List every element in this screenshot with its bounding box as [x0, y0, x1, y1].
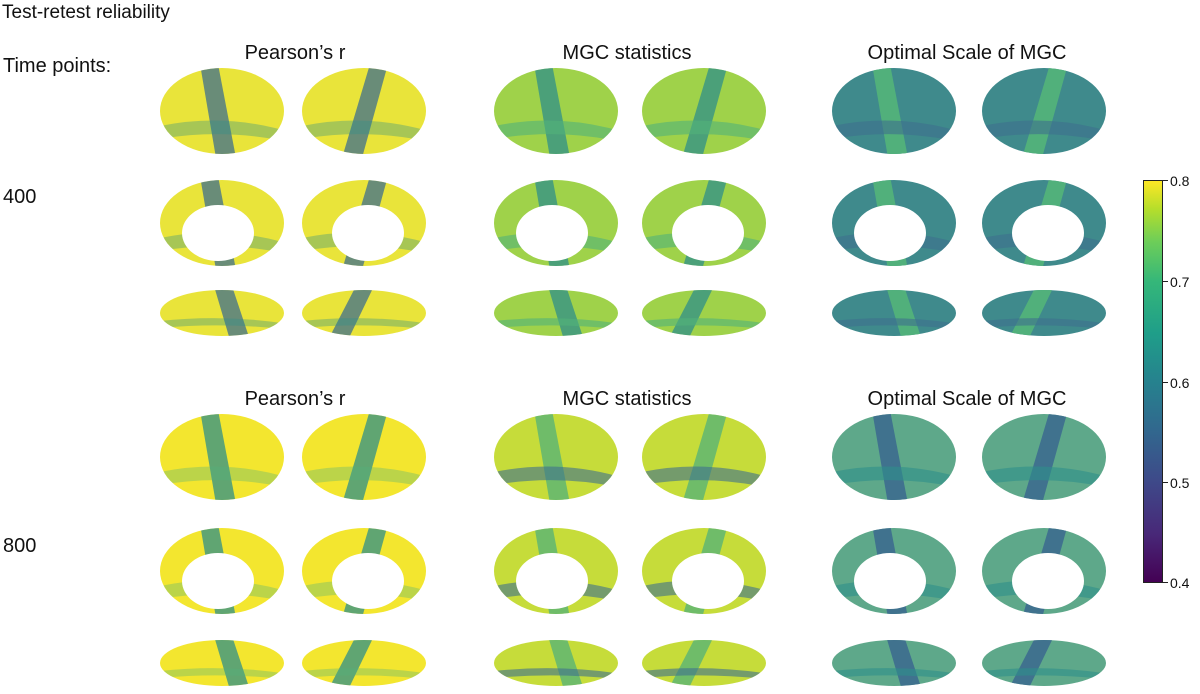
brain-ventral-right-pearson-row1 — [302, 290, 426, 336]
brain-ventral-right-pearson-row2 — [302, 640, 426, 686]
colorbar-label: 0.6 — [1170, 375, 1190, 391]
brain-medial-right-pearson-row1 — [302, 180, 426, 266]
brain-medial-left-pearson-row1 — [160, 180, 284, 266]
brain-surface-grid — [160, 68, 1106, 686]
colorbar-label: 0.7 — [1170, 274, 1190, 290]
column-title-mgc-800: MGC statistics — [562, 388, 692, 410]
column-title-pearson-800: Pearson’s r — [244, 388, 346, 410]
brain-ventral-left-optimal-row2 — [832, 640, 956, 686]
brain-medial-right-mgc-row2 — [642, 528, 766, 614]
row-label-800: 800 — [3, 535, 37, 557]
brain-medial-right-optimal-row1 — [982, 180, 1106, 266]
brain-lateral-right-optimal-row2 — [982, 414, 1106, 500]
brain-ventral-left-mgc-row2 — [494, 640, 618, 686]
brain-lateral-left-pearson-row2 — [160, 414, 284, 500]
brain-ventral-left-pearson-row1 — [160, 290, 284, 336]
figure-title: Test-retest reliability — [2, 2, 170, 23]
brain-lateral-right-pearson-row2 — [302, 414, 426, 500]
brain-lateral-left-optimal-row2 — [832, 414, 956, 500]
brain-lateral-left-mgc-row2 — [494, 414, 618, 500]
brain-medial-right-pearson-row2 — [302, 528, 426, 614]
colorbar-label: 0.4 — [1170, 575, 1190, 591]
colorbar-label: 0.8 — [1170, 173, 1190, 189]
brain-ventral-left-mgc-row1 — [494, 290, 618, 336]
brain-lateral-left-mgc-row1 — [494, 68, 618, 154]
colorbar — [1143, 180, 1163, 583]
brain-lateral-left-optimal-row1 — [832, 68, 956, 154]
brain-lateral-right-mgc-row1 — [642, 68, 766, 154]
brain-medial-left-optimal-row1 — [832, 180, 956, 266]
brain-ventral-right-optimal-row2 — [982, 640, 1106, 686]
colorbar-tick — [1163, 482, 1168, 483]
colorbar-tick — [1163, 382, 1168, 383]
brain-medial-left-mgc-row2 — [494, 528, 618, 614]
brain-ventral-left-optimal-row1 — [832, 290, 956, 336]
brain-medial-left-pearson-row2 — [160, 528, 284, 614]
colorbar-tick — [1163, 281, 1168, 282]
brain-medial-left-optimal-row2 — [832, 528, 956, 614]
brain-medial-right-optimal-row2 — [982, 528, 1106, 614]
column-title-optimal-400: Optimal Scale of MGC — [867, 42, 1067, 64]
brain-ventral-right-mgc-row1 — [642, 290, 766, 336]
brain-ventral-right-mgc-row2 — [642, 640, 766, 686]
column-title-optimal-800: Optimal Scale of MGC — [867, 388, 1067, 410]
column-title-pearson-400: Pearson’s r — [244, 42, 346, 64]
colorbar-tick — [1163, 180, 1168, 181]
brain-lateral-right-optimal-row1 — [982, 68, 1106, 154]
brain-medial-left-mgc-row1 — [494, 180, 618, 266]
column-title-mgc-400: MGC statistics — [562, 42, 692, 64]
brain-lateral-right-pearson-row1 — [302, 68, 426, 154]
brain-ventral-right-optimal-row1 — [982, 290, 1106, 336]
brain-medial-right-mgc-row1 — [642, 180, 766, 266]
row-label-400: 400 — [3, 186, 37, 208]
brain-lateral-left-pearson-row1 — [160, 68, 284, 154]
brain-ventral-left-pearson-row2 — [160, 640, 284, 686]
colorbar-tick — [1163, 582, 1168, 583]
colorbar-label: 0.5 — [1170, 475, 1190, 491]
timepoints-label: Time points: — [3, 55, 112, 77]
brain-lateral-right-mgc-row2 — [642, 414, 766, 500]
